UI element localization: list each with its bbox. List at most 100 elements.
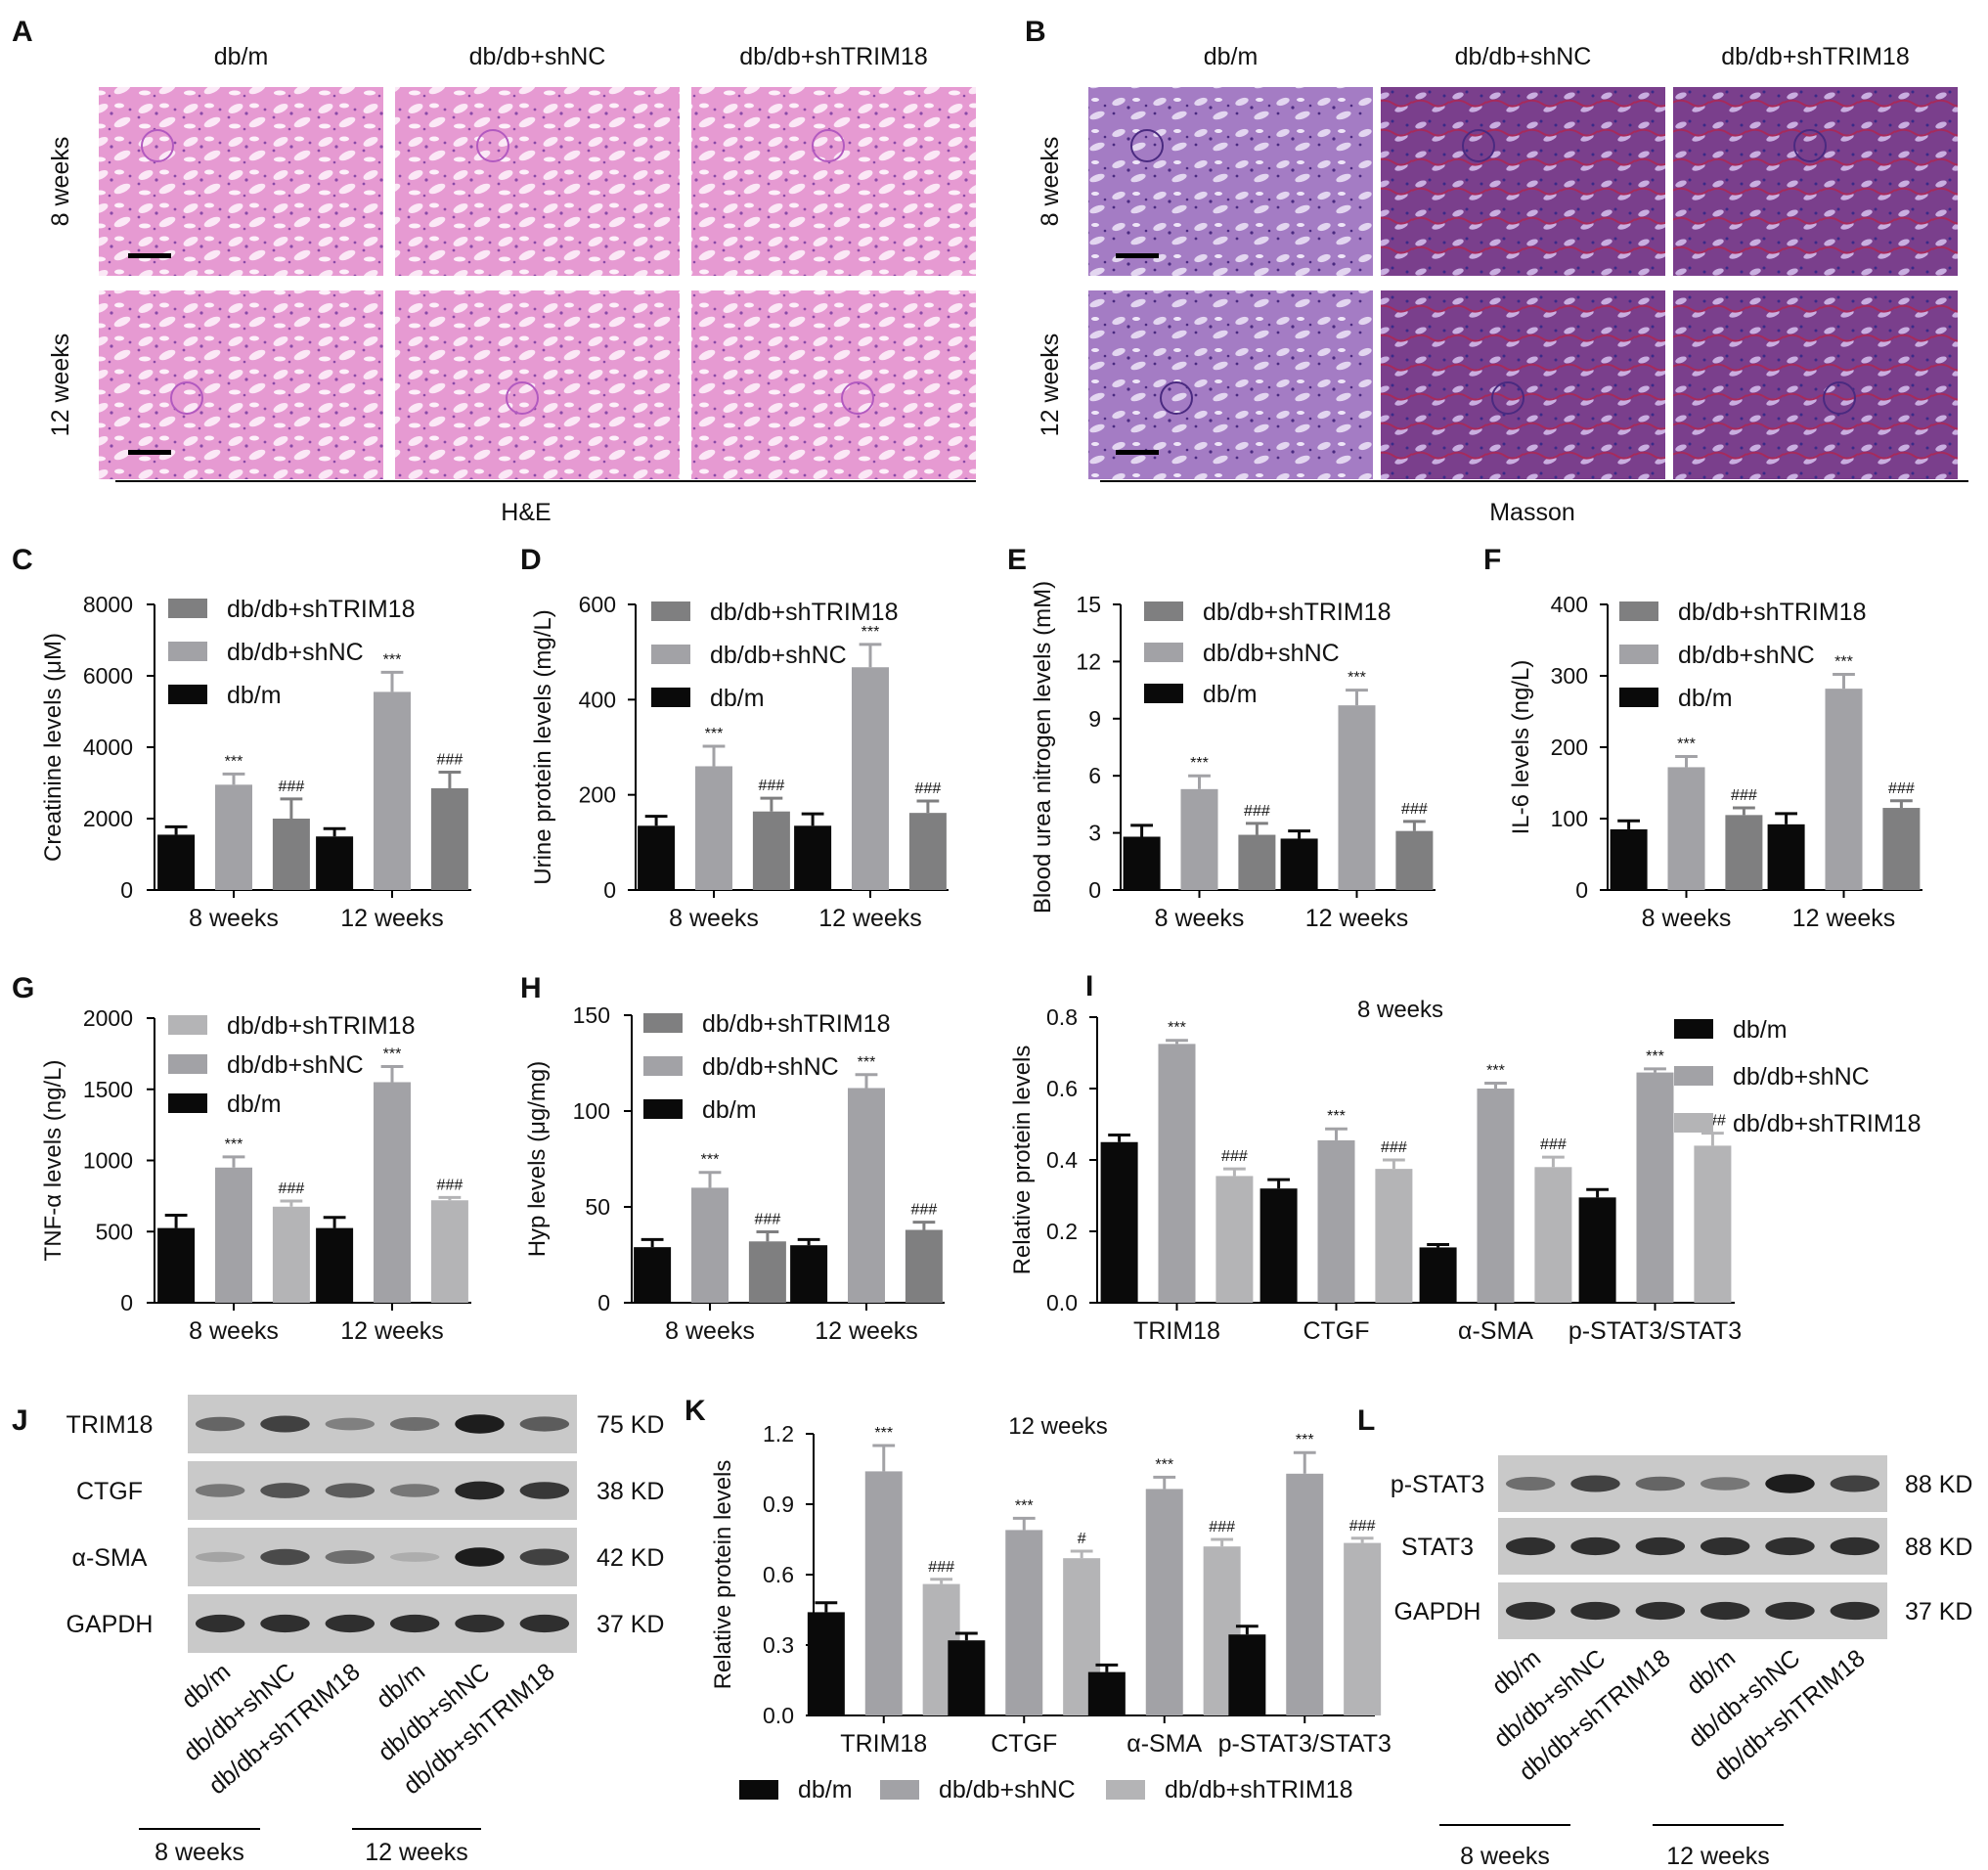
band-kd-label: 42 KD [596, 1544, 664, 1572]
band-kd-label: 88 KD [1905, 1471, 1972, 1498]
significance-mark: ### [759, 778, 785, 794]
glomerulus-mark [841, 381, 874, 415]
y-tick-label: 100 [573, 1098, 610, 1124]
y-tick-label: 15 [1076, 592, 1101, 617]
protein-band [519, 1614, 570, 1633]
row-label: 12 weeks [1037, 334, 1064, 437]
micrograph-image [691, 87, 976, 276]
row-label: 8 weeks [47, 137, 74, 227]
panel-letter: G [12, 972, 34, 1004]
bar [1158, 1044, 1196, 1303]
significance-mark: *** [858, 1054, 876, 1071]
bar [1317, 1139, 1355, 1303]
bar [1228, 1634, 1266, 1715]
protein-band [1700, 1536, 1750, 1556]
glomerulus-mark [812, 129, 845, 162]
x-tick-label: 8 weeks [669, 905, 759, 932]
protein-band [1830, 1475, 1880, 1492]
bar [1344, 1542, 1382, 1715]
bar [1259, 1188, 1298, 1303]
bar [374, 691, 411, 890]
panel-letter: F [1483, 544, 1501, 576]
stain-label: H&E [501, 499, 551, 526]
bar [215, 784, 252, 890]
significance-mark: *** [383, 651, 402, 668]
y-tick-label: 600 [579, 592, 616, 617]
significance-mark: *** [1190, 755, 1209, 772]
y-tick-label: 0.2 [1046, 1219, 1078, 1244]
significance-mark: *** [701, 1152, 720, 1169]
significance-mark: ### [437, 752, 464, 769]
bar [948, 1640, 986, 1715]
x-tick-label: TRIM18 [840, 1730, 927, 1758]
micrograph-image [395, 87, 680, 276]
protein-band [195, 1614, 245, 1633]
protein-band [1765, 1536, 1815, 1556]
chart-f: F 0 100 200 300 400 IL-6 levels (ng/L) *** ### 8 … [1483, 544, 1922, 932]
significance-mark: ### [437, 1177, 464, 1193]
y-tick-label: 3 [1088, 821, 1101, 846]
legend-swatch [168, 642, 207, 661]
y-tick-label: 4000 [83, 735, 133, 760]
y-tick-label: 1500 [83, 1077, 133, 1102]
legend-swatch [168, 1015, 207, 1035]
y-tick-label: 2000 [83, 1005, 133, 1031]
significance-mark: *** [1296, 1432, 1314, 1448]
x-tick-label: 12 weeks [1792, 905, 1896, 932]
glomerulus-mark [1462, 129, 1495, 162]
chart-k: K 12 weeks 0.0 0.3 0.6 0.9 1.2 Relative protein… [685, 1395, 1392, 1803]
legend-label: db/m [1678, 685, 1733, 712]
bar [157, 1227, 196, 1303]
protein-band [1505, 1477, 1556, 1491]
y-tick-label: 0.3 [763, 1632, 794, 1658]
panel-b: Bdb/m db/db+shNC db/db+shTRIM18 8 weeks 12 w… [1025, 16, 1968, 526]
blot-strip [188, 1395, 577, 1453]
protein-band [195, 1484, 245, 1497]
bar [1419, 1247, 1457, 1303]
band-kd-label: 37 KD [1905, 1598, 1972, 1625]
x-tick-label: 8 weeks [665, 1317, 755, 1345]
x-tick-label: 8 weeks [189, 905, 279, 932]
row-label: 12 weeks [47, 334, 74, 437]
glomerulus-mark [170, 381, 203, 415]
legend-label: db/db+shNC [939, 1776, 1076, 1803]
protein-band [1700, 1601, 1750, 1621]
x-tick-label: TRIM18 [1133, 1317, 1220, 1345]
micrograph-image [99, 290, 383, 479]
protein-band [519, 1416, 570, 1432]
y-tick-label: 0 [120, 1290, 133, 1315]
bar [864, 1471, 903, 1715]
protein-band [1635, 1536, 1686, 1556]
blot-j: J TRIM18 75 KD CTGF 38 KD α-SMA 42 KD GAPDH 37 K… [12, 1395, 664, 1866]
significance-mark: *** [225, 753, 243, 770]
bar [638, 825, 676, 890]
chart-title: 8 weeks [1357, 997, 1443, 1023]
significance-mark: *** [1677, 735, 1696, 752]
panel-letter: K [685, 1395, 706, 1427]
bar [1725, 815, 1763, 890]
bar [430, 787, 468, 890]
significance-mark: *** [1168, 1020, 1186, 1037]
significance-mark: ### [1540, 1136, 1567, 1153]
bar [215, 1167, 252, 1303]
band-kd-label: 37 KD [596, 1611, 664, 1638]
bar [794, 825, 832, 890]
glomerulus-mark [1491, 381, 1524, 415]
legend-label: db/db+shTRIM18 [1203, 599, 1391, 626]
panel-letter: D [520, 544, 542, 576]
x-tick-label: p-STAT3/STAT3 [1218, 1730, 1392, 1758]
protein-band [260, 1548, 310, 1566]
significance-mark: ### [1349, 1518, 1376, 1535]
y-tick-label: 400 [1551, 592, 1588, 617]
bar [790, 1245, 828, 1303]
blot-strip [1498, 1518, 1887, 1575]
legend-label: db/db+shNC [1733, 1063, 1870, 1091]
legend-swatch [1619, 601, 1658, 621]
y-axis-label: IL-6 levels (ng/L) [1508, 660, 1534, 835]
bar [1578, 1197, 1616, 1303]
panel-letter: J [12, 1404, 28, 1437]
bar [634, 1247, 672, 1303]
panel-letter: B [1025, 16, 1046, 48]
significance-mark: ### [915, 780, 942, 797]
legend-swatch [651, 645, 690, 664]
